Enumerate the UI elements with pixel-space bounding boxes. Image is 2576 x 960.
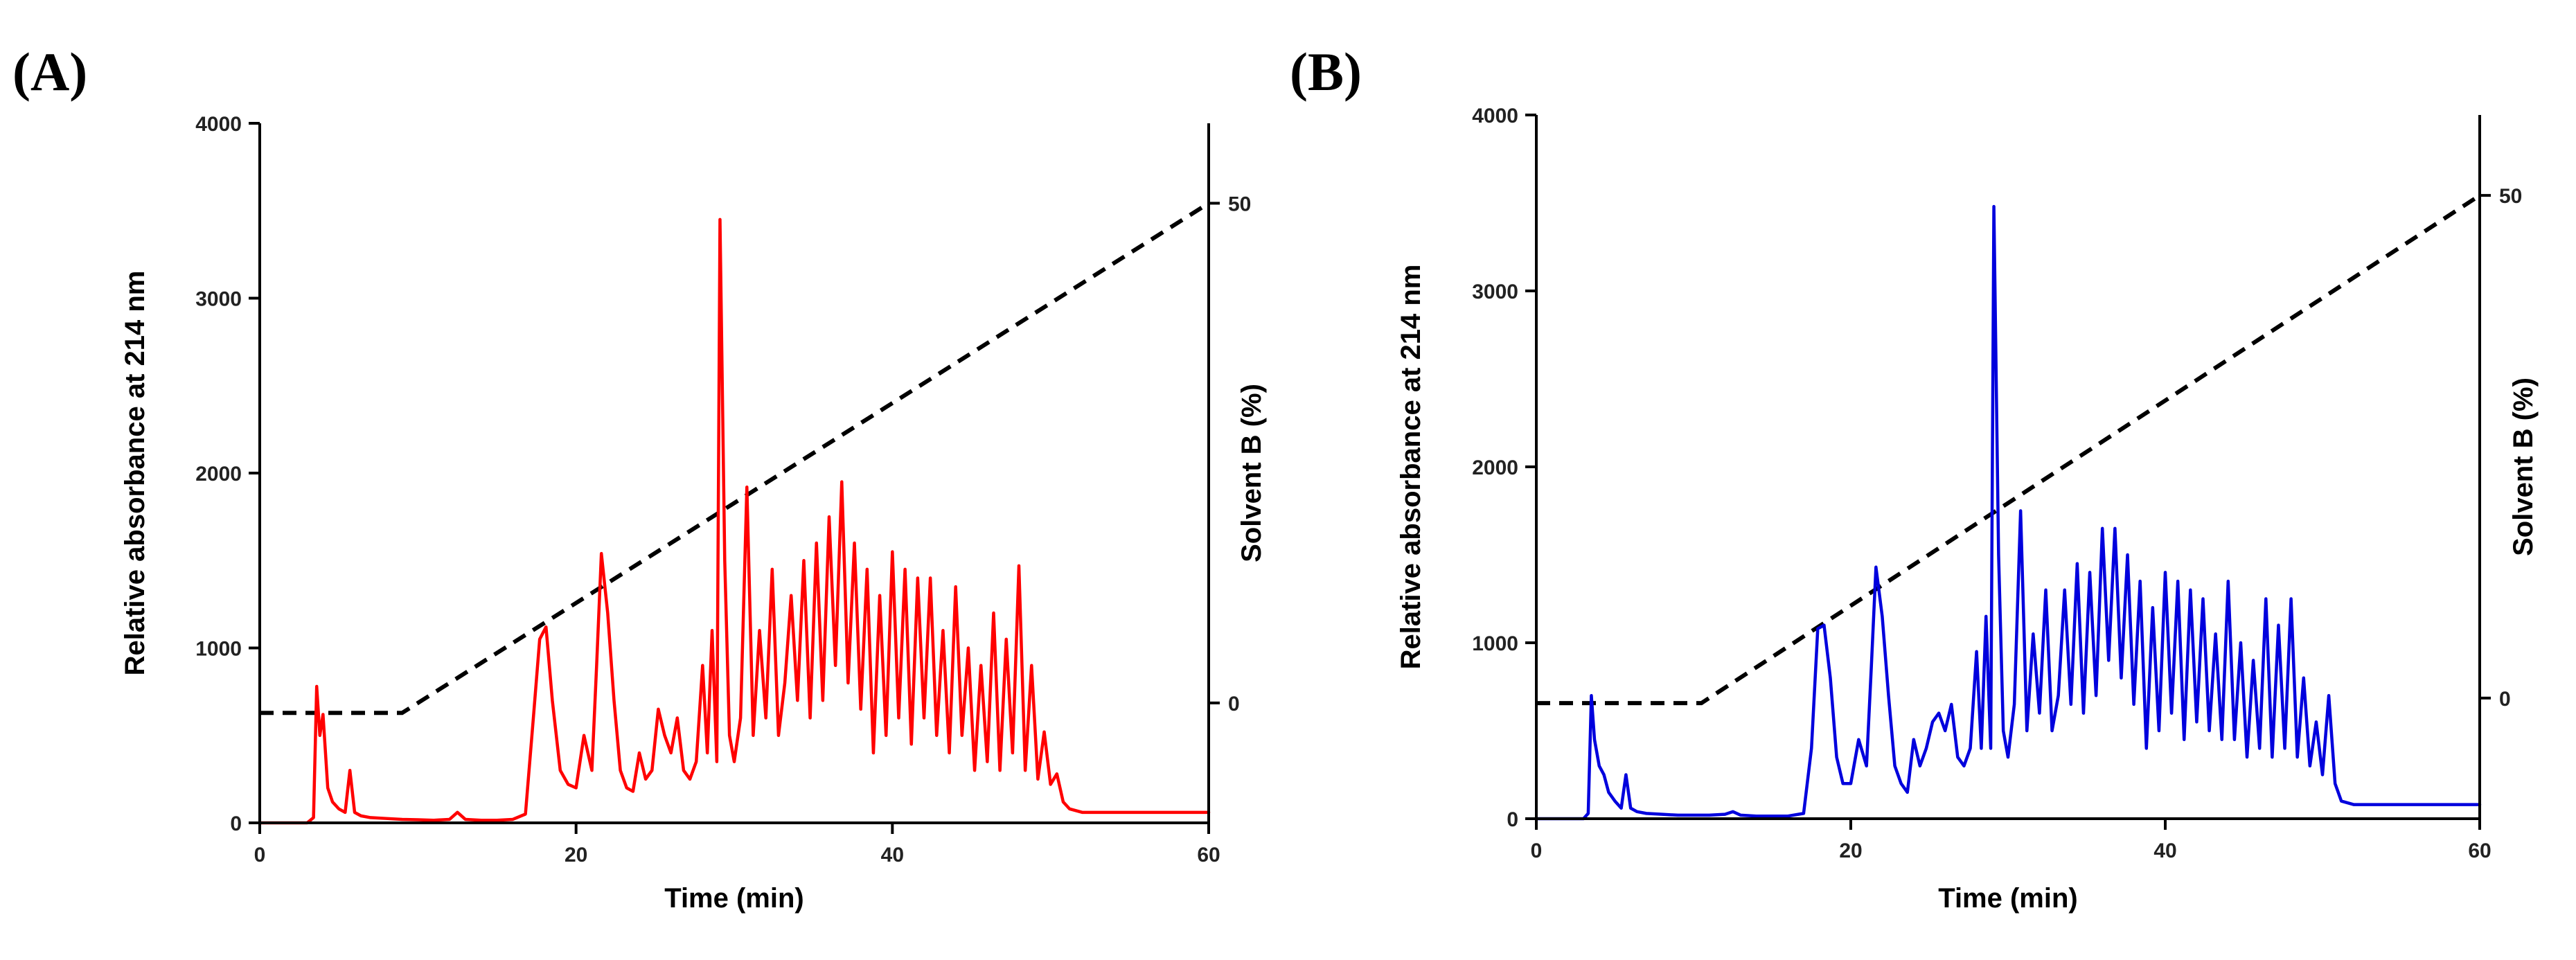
x-axis-title: Time (min) xyxy=(664,883,804,914)
y2-tick-label: 0 xyxy=(2499,688,2511,711)
y-tick-label: 2000 xyxy=(195,463,242,486)
y2-tick-label: 50 xyxy=(2499,185,2522,208)
y-tick-label: 2000 xyxy=(1472,456,1518,479)
y-tick-label: 4000 xyxy=(1472,105,1518,127)
panel-label: (A) xyxy=(12,42,87,102)
x-tick-label: 0 xyxy=(254,844,266,866)
panel-label: (B) xyxy=(1290,42,1362,102)
x-tick-label: 40 xyxy=(2153,839,2176,862)
y-axis-title: Relative absorbance at 214 nm xyxy=(120,271,150,676)
y2-tick-label: 0 xyxy=(1228,693,1240,715)
y2-tick-label: 50 xyxy=(1228,193,1251,215)
x-tick-label: 0 xyxy=(1531,839,1543,862)
solvent-b-gradient-line xyxy=(260,201,1210,715)
x-tick-label: 20 xyxy=(565,844,587,866)
x-tick-label: 60 xyxy=(1197,844,1220,866)
solvent-b-gradient-line xyxy=(1536,193,2481,706)
y-tick-label: 0 xyxy=(230,812,242,835)
y2-axis-title: Solvent B (%) xyxy=(1236,384,1267,562)
absorbance-trace xyxy=(258,217,1211,825)
x-tick-label: 20 xyxy=(1839,839,1862,862)
y-tick-label: 3000 xyxy=(195,288,242,311)
y2-axis-title: Solvent B (%) xyxy=(2508,377,2539,556)
y-tick-label: 1000 xyxy=(1472,632,1518,655)
y-tick-label: 4000 xyxy=(195,113,242,136)
y-axis-title: Relative absorbance at 214 nm xyxy=(1396,265,1426,670)
x-tick-label: 60 xyxy=(2468,839,2491,862)
panel-a: (A) 0 20 40 60 0 1000 2000 3000 4000 0 50 Time (min)… xyxy=(12,42,1267,914)
x-axis-title: Time (min) xyxy=(1938,883,2078,914)
y-tick-label: 0 xyxy=(1507,808,1518,831)
x-tick-label: 40 xyxy=(881,844,904,866)
y-tick-label: 1000 xyxy=(195,638,242,661)
y-tick-label: 3000 xyxy=(1472,281,1518,303)
absorbance-trace xyxy=(1534,204,2482,821)
panel-b: (B) 0 20 40 60 0 1000 2000 3000 4000 0 50 Time (min)… xyxy=(1290,42,2539,914)
